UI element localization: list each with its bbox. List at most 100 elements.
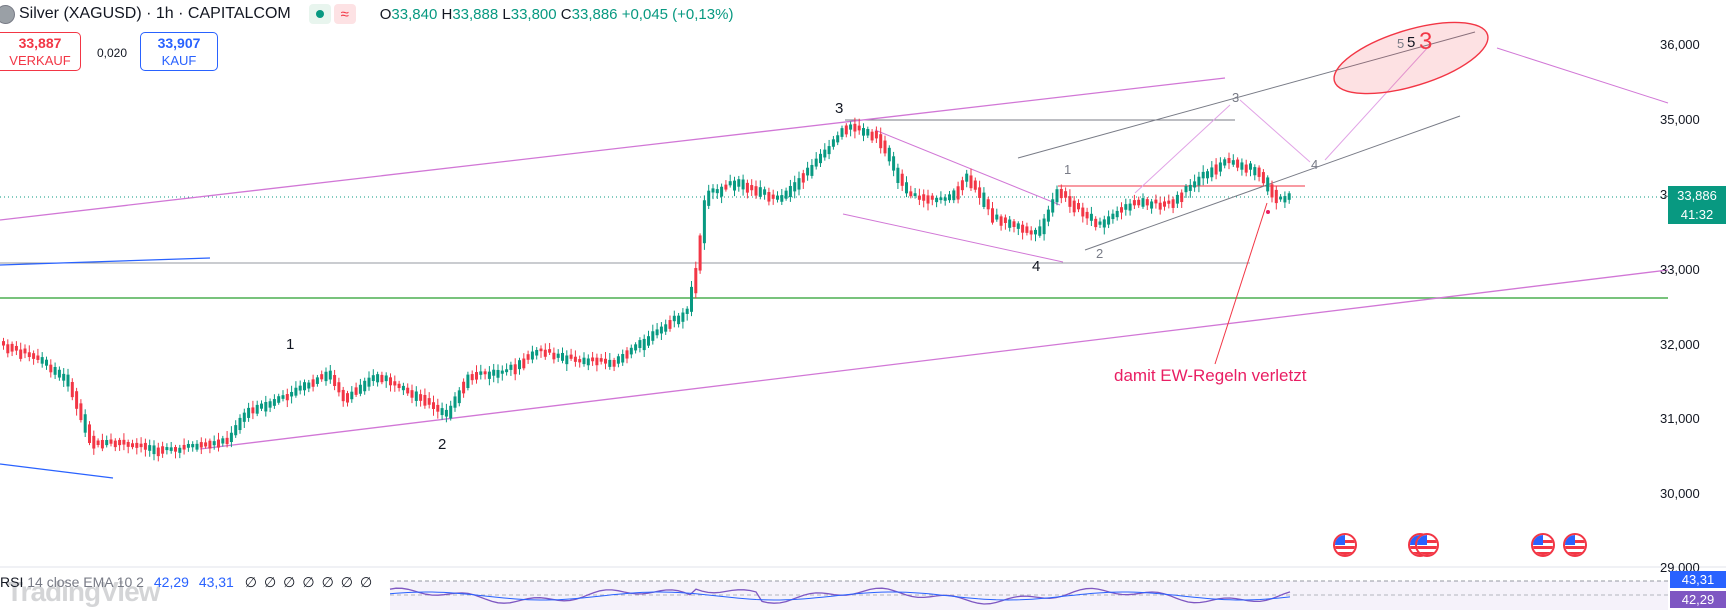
silver-symbol-icon[interactable] xyxy=(0,4,15,24)
candle-body xyxy=(272,399,276,406)
candle-body xyxy=(126,441,130,447)
blue-trendline-upper[interactable] xyxy=(0,257,211,266)
candle-body xyxy=(363,380,367,392)
projection-path-1[interactable] xyxy=(1134,104,1231,194)
candle-body xyxy=(870,131,874,141)
current-price: 33,886 xyxy=(1677,188,1717,203)
candle-body xyxy=(1214,164,1218,175)
candle-body xyxy=(500,370,504,374)
candle-body xyxy=(1231,160,1235,165)
rsi-legend[interactable]: RSI 14 close EMA 10 2 42,29 43,31 ∅ ∅ ∅ ∅ ∅ ∅… xyxy=(0,574,372,591)
candle-body xyxy=(810,164,814,176)
sell-label: VERKAUF xyxy=(9,53,71,68)
market-open-icon[interactable] xyxy=(308,4,331,24)
us-flag-icon[interactable] xyxy=(1333,533,1357,557)
wave-label[interactable]: 2 xyxy=(438,436,447,453)
candle-body xyxy=(1098,221,1102,225)
projection-line[interactable] xyxy=(1496,47,1669,104)
annotation-note[interactable]: damit EW-Regeln verletzt xyxy=(1114,366,1307,385)
gray-channel-upper[interactable] xyxy=(1017,31,1476,159)
candle-body xyxy=(1003,217,1007,223)
candle-body xyxy=(741,179,745,190)
candle-body xyxy=(991,208,994,223)
us-flag-icon[interactable] xyxy=(1531,533,1555,557)
candle-body xyxy=(83,414,87,433)
wedge-lower-line[interactable] xyxy=(842,213,1064,263)
candle-body xyxy=(36,355,40,360)
wave-label[interactable]: 4 xyxy=(1032,258,1041,275)
projection-path-3[interactable] xyxy=(1324,44,1431,161)
candle-body xyxy=(96,440,100,445)
candle-body xyxy=(724,184,728,190)
candle-body xyxy=(685,308,689,314)
candle-body xyxy=(900,173,904,186)
candle-body xyxy=(1175,194,1179,204)
candle-body xyxy=(1287,193,1291,200)
candle-body xyxy=(333,375,337,387)
sell-button[interactable]: 33,887 VERKAUF xyxy=(0,32,81,71)
candle-body xyxy=(1042,218,1046,235)
low-value: 33,800 xyxy=(510,5,557,23)
wave-label[interactable]: 3 xyxy=(1419,28,1433,55)
candle-body xyxy=(530,351,534,360)
wave-indicator-icon[interactable]: ≈ xyxy=(333,4,356,24)
rsi-ema-line xyxy=(389,591,1291,601)
candle-body xyxy=(1128,203,1132,211)
wave-label[interactable]: 1 xyxy=(1064,162,1072,177)
wave-label[interactable]: 5 xyxy=(1397,36,1405,51)
candle-body xyxy=(255,404,259,414)
candle-body xyxy=(1137,199,1141,206)
candle-body xyxy=(1025,226,1029,233)
candle-body xyxy=(268,401,272,408)
candle-body xyxy=(1021,224,1025,233)
candle-body xyxy=(1236,159,1240,168)
candle-body xyxy=(986,199,990,210)
channel-upper-line[interactable] xyxy=(0,77,1226,221)
candle-body xyxy=(849,124,853,130)
candle-body xyxy=(1154,199,1158,204)
candle-body xyxy=(10,343,14,352)
candle-body xyxy=(212,441,216,446)
wave-label[interactable]: 4 xyxy=(1311,157,1319,172)
candle-body xyxy=(152,445,156,455)
candle-body xyxy=(1150,201,1154,209)
candle-body xyxy=(737,179,741,187)
us-flag-icon[interactable] xyxy=(1563,533,1587,557)
wave-label[interactable]: 5 xyxy=(1407,34,1416,51)
candle-body xyxy=(1279,196,1283,200)
rsi-empty-value: ∅ xyxy=(321,574,334,590)
blue-trendline-lower[interactable] xyxy=(0,463,114,479)
candle-body xyxy=(475,372,478,380)
candle-body xyxy=(311,379,315,387)
candle-body xyxy=(1059,188,1063,199)
candle-body xyxy=(234,425,238,436)
candle-body xyxy=(879,134,883,149)
wedge-upper-line[interactable] xyxy=(874,129,1061,206)
wave-label[interactable]: 1 xyxy=(286,336,295,353)
target-ellipse[interactable] xyxy=(1326,8,1495,108)
candlestick-series xyxy=(2,117,1291,462)
projection-path-2[interactable] xyxy=(1239,99,1311,163)
rsi-tag-top: 43,31 xyxy=(1670,571,1726,588)
candle-body xyxy=(165,447,169,451)
candle-body xyxy=(251,407,255,414)
candle-body xyxy=(578,359,582,363)
buy-button[interactable]: 33,907 KAUF xyxy=(140,32,218,71)
rsi-tag-bottom: 42,29 xyxy=(1670,591,1726,608)
us-flag-icon[interactable] xyxy=(1415,533,1439,557)
candle-body xyxy=(186,443,190,448)
candle-body xyxy=(169,447,173,451)
candle-body xyxy=(182,444,186,450)
wave-label[interactable]: 3 xyxy=(1232,90,1240,105)
candle-body xyxy=(14,345,18,351)
candle-body xyxy=(711,188,715,193)
candle-body xyxy=(457,390,461,404)
candle-body xyxy=(892,156,896,171)
candle-body xyxy=(797,178,801,190)
candle-body xyxy=(27,352,31,358)
wave-label[interactable]: 2 xyxy=(1096,246,1104,261)
channel-lower-line[interactable] xyxy=(199,269,1669,450)
wave-label[interactable]: 3 xyxy=(835,100,844,117)
symbol-title[interactable]: Silver (XAGUSD) · 1h · CAPITALCOM xyxy=(19,5,291,22)
